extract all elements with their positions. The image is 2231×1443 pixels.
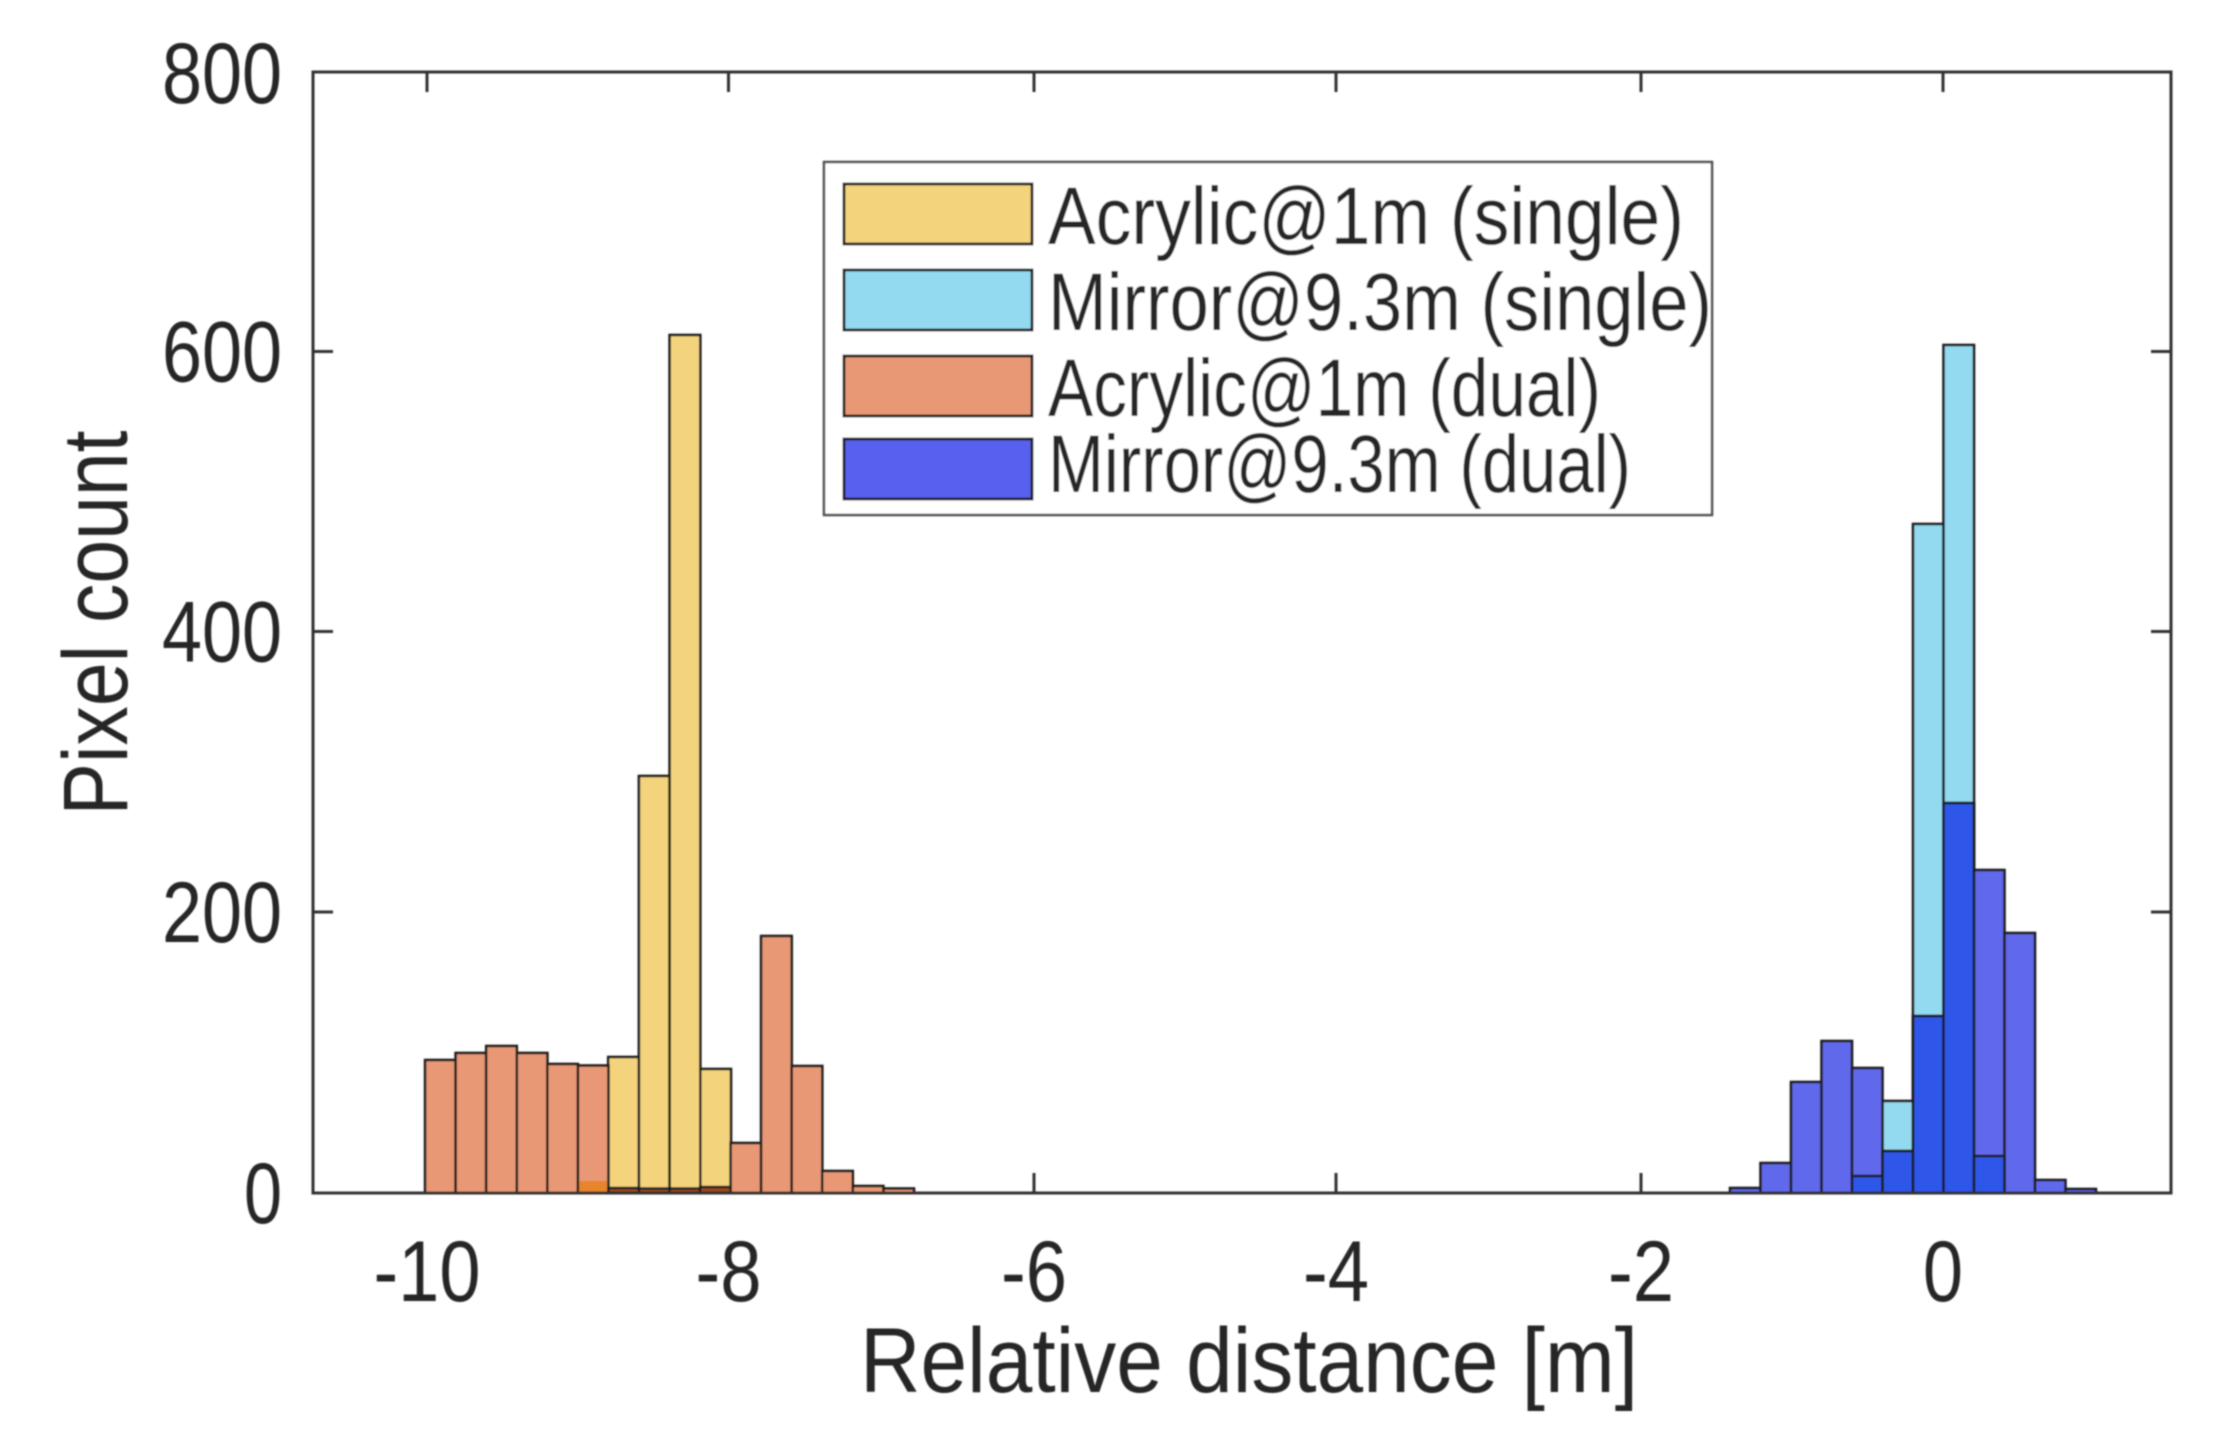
svg-text:200: 200 [162,865,282,961]
svg-text:-10: -10 [374,1224,481,1320]
svg-text:Mirror@9.3m (single): Mirror@9.3m (single) [1048,257,1712,348]
svg-text:Acrylic@1m (single): Acrylic@1m (single) [1048,171,1684,262]
svg-text:-8: -8 [696,1224,762,1320]
svg-text:-6: -6 [1001,1224,1067,1320]
svg-text:600: 600 [162,305,282,401]
svg-text:-4: -4 [1303,1224,1369,1320]
svg-text:-2: -2 [1608,1224,1674,1320]
svg-text:0: 0 [1923,1224,1963,1320]
svg-text:400: 400 [162,585,282,681]
svg-text:800: 800 [162,26,282,122]
svg-text:Mirror@9.3m (dual): Mirror@9.3m (dual) [1048,419,1631,510]
svg-text:0: 0 [244,1146,282,1242]
svg-text:Relative distance [m]: Relative distance [m] [860,1310,1638,1412]
svg-text:Pixel count: Pixel count [45,431,147,816]
svg-text:Acrylic@1m (dual): Acrylic@1m (dual) [1048,343,1601,434]
